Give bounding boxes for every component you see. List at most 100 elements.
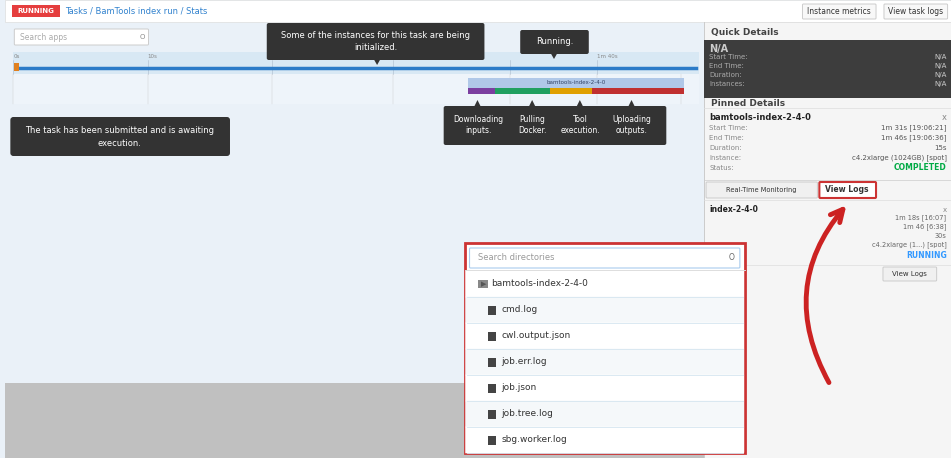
FancyBboxPatch shape xyxy=(465,427,744,453)
FancyBboxPatch shape xyxy=(13,74,699,104)
FancyBboxPatch shape xyxy=(706,182,817,198)
FancyBboxPatch shape xyxy=(478,280,489,288)
Text: End Time:: End Time: xyxy=(709,135,744,141)
Text: c4.2xlarge (1024GB) [spot]: c4.2xlarge (1024GB) [spot] xyxy=(851,155,946,161)
FancyBboxPatch shape xyxy=(14,29,148,45)
Text: Duration:: Duration: xyxy=(709,72,742,78)
Text: Tool
execution.: Tool execution. xyxy=(560,114,600,136)
Text: Quick Details: Quick Details xyxy=(711,27,779,37)
Bar xyxy=(495,88,550,94)
Text: 0s: 0s xyxy=(13,55,20,60)
Text: sbg.worker.log: sbg.worker.log xyxy=(501,436,567,445)
Text: Pulling
Docker.: Pulling Docker. xyxy=(518,114,547,136)
FancyBboxPatch shape xyxy=(883,267,937,281)
FancyBboxPatch shape xyxy=(489,332,496,340)
FancyBboxPatch shape xyxy=(465,323,744,349)
FancyBboxPatch shape xyxy=(489,358,496,366)
Text: 15s: 15s xyxy=(934,145,946,151)
Text: Real-Time Monitoring: Real-Time Monitoring xyxy=(727,187,797,193)
Text: Status:: Status: xyxy=(709,165,733,171)
FancyBboxPatch shape xyxy=(498,106,567,145)
Text: Instance:: Instance: xyxy=(709,155,741,161)
FancyBboxPatch shape xyxy=(489,436,496,445)
Text: End Time:: End Time: xyxy=(709,63,744,69)
Text: Downloading
inputs.: Downloading inputs. xyxy=(453,114,503,136)
Text: View Logs: View Logs xyxy=(825,185,869,195)
FancyArrowPatch shape xyxy=(806,209,843,382)
Text: The task has been submitted and is awaiting
execution.: The task has been submitted and is await… xyxy=(25,126,214,148)
Text: 1m 31s [19:06:21]: 1m 31s [19:06:21] xyxy=(881,125,946,131)
Text: View Logs: View Logs xyxy=(892,271,927,277)
Text: Search directories: Search directories xyxy=(478,253,555,262)
Text: ▶: ▶ xyxy=(481,281,486,287)
FancyBboxPatch shape xyxy=(520,30,589,54)
FancyBboxPatch shape xyxy=(6,22,704,402)
FancyBboxPatch shape xyxy=(465,271,744,297)
Text: 30s: 30s xyxy=(935,233,946,239)
FancyBboxPatch shape xyxy=(489,383,496,393)
Polygon shape xyxy=(373,58,381,65)
FancyBboxPatch shape xyxy=(267,23,484,60)
Text: Running.: Running. xyxy=(535,38,573,47)
Text: N/A: N/A xyxy=(709,44,728,54)
Text: Start Time:: Start Time: xyxy=(709,54,747,60)
Text: Tasks / BamTools index run / Stats: Tasks / BamTools index run / Stats xyxy=(65,6,207,16)
Bar xyxy=(14,63,19,71)
Text: Search apps: Search apps xyxy=(20,33,68,42)
FancyBboxPatch shape xyxy=(465,401,744,427)
FancyBboxPatch shape xyxy=(12,5,60,17)
FancyBboxPatch shape xyxy=(6,383,704,458)
FancyBboxPatch shape xyxy=(704,40,951,98)
Text: 1m 46s [19:06:36]: 1m 46s [19:06:36] xyxy=(881,135,946,142)
FancyBboxPatch shape xyxy=(6,0,951,22)
Polygon shape xyxy=(474,100,481,108)
Polygon shape xyxy=(528,100,536,108)
Text: 1m 46 [6:38]: 1m 46 [6:38] xyxy=(903,224,946,230)
Text: 1m 40s: 1m 40s xyxy=(596,55,617,60)
FancyBboxPatch shape xyxy=(13,52,699,74)
Text: Instance metrics: Instance metrics xyxy=(807,7,871,16)
Text: RUNNING: RUNNING xyxy=(18,8,54,14)
FancyBboxPatch shape xyxy=(489,305,496,315)
FancyBboxPatch shape xyxy=(465,297,744,323)
Text: Some of the instances for this task are being
initialized.: Some of the instances for this task are … xyxy=(281,31,470,52)
FancyBboxPatch shape xyxy=(468,78,684,88)
FancyBboxPatch shape xyxy=(10,117,230,156)
FancyBboxPatch shape xyxy=(546,106,614,145)
Text: N/A: N/A xyxy=(934,81,946,87)
FancyBboxPatch shape xyxy=(803,4,876,19)
Text: COMPLETED: COMPLETED xyxy=(894,164,946,173)
Text: bamtools-index-2-4-0: bamtools-index-2-4-0 xyxy=(709,114,811,122)
Text: 10s: 10s xyxy=(147,55,157,60)
FancyBboxPatch shape xyxy=(465,349,744,375)
FancyBboxPatch shape xyxy=(444,106,513,145)
FancyBboxPatch shape xyxy=(820,182,876,198)
Text: x: x xyxy=(941,114,946,122)
FancyBboxPatch shape xyxy=(884,4,947,19)
Text: job.json: job.json xyxy=(501,383,536,393)
FancyBboxPatch shape xyxy=(704,22,951,458)
Bar xyxy=(592,88,684,94)
Text: c4.2xlarge (1...) [spot]: c4.2xlarge (1...) [spot] xyxy=(872,242,946,248)
Text: x: x xyxy=(942,207,946,213)
Text: Uploading
outputs.: Uploading outputs. xyxy=(612,114,651,136)
Text: N/A: N/A xyxy=(934,63,946,69)
Text: bamtools-index-2-4-0: bamtools-index-2-4-0 xyxy=(492,279,589,289)
Text: cmd.log: cmd.log xyxy=(501,305,537,315)
Text: job.tree.log: job.tree.log xyxy=(501,409,553,419)
Polygon shape xyxy=(628,100,635,108)
FancyBboxPatch shape xyxy=(465,375,744,401)
Text: index-2-4-0: index-2-4-0 xyxy=(709,206,758,214)
Text: cwl.output.json: cwl.output.json xyxy=(501,332,571,340)
FancyBboxPatch shape xyxy=(489,409,496,419)
Text: O: O xyxy=(729,253,735,262)
Text: 1m 18s [16:07]: 1m 18s [16:07] xyxy=(896,215,946,221)
Text: Pinned Details: Pinned Details xyxy=(711,98,786,108)
Text: Instances:: Instances: xyxy=(709,81,745,87)
Bar xyxy=(550,88,592,94)
Text: 20s: 20s xyxy=(272,55,281,60)
Text: Start Time:: Start Time: xyxy=(709,125,747,131)
Text: job.err.log: job.err.log xyxy=(501,358,547,366)
Polygon shape xyxy=(576,100,584,108)
Text: N/A: N/A xyxy=(934,54,946,60)
